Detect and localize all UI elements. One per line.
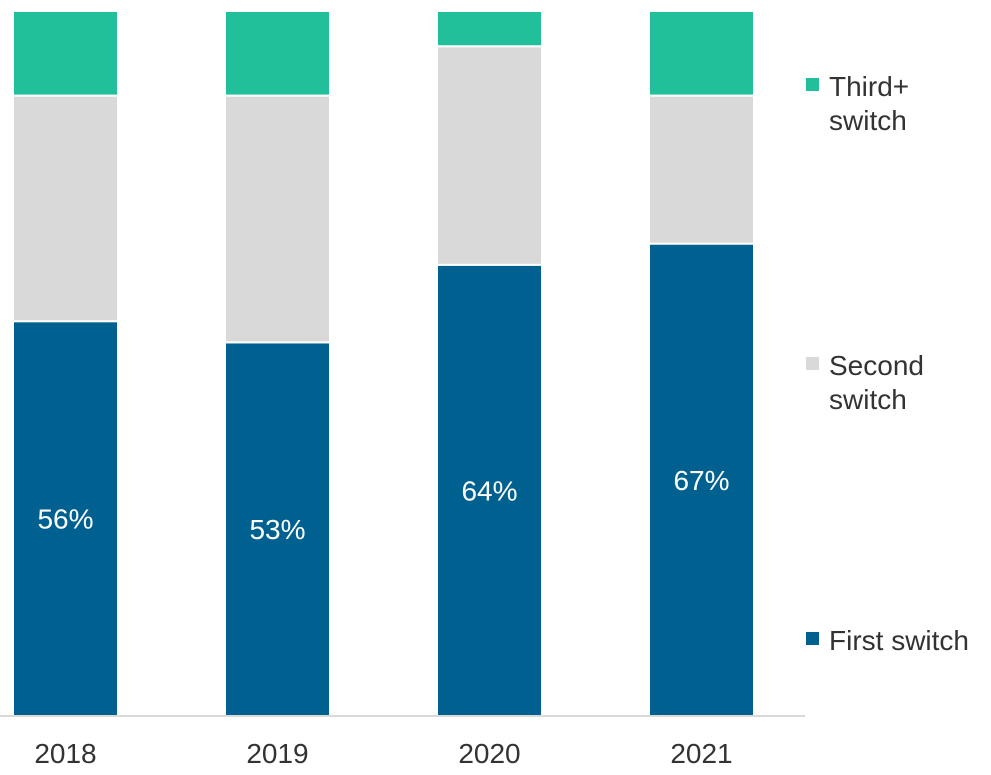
bar-first-switch-2019 xyxy=(224,341,331,717)
bar-third-switch-2018 xyxy=(12,10,119,97)
legend-label-third-switch: Third+ switch xyxy=(829,71,909,136)
x-tick-labels: 2018 2019 2020 2021 xyxy=(34,738,732,769)
x-tick-label-2021: 2021 xyxy=(670,738,732,769)
legend-swatch-first-switch xyxy=(806,632,819,645)
bar-third-switch-2021 xyxy=(648,10,755,97)
x-tick-label-2020: 2020 xyxy=(458,738,520,769)
bar-second-switch-2018 xyxy=(12,94,119,323)
bar-second-switch-2019 xyxy=(224,94,331,344)
bar-third-switch-2019 xyxy=(224,10,331,97)
bar-first-switch-2018 xyxy=(12,320,119,717)
legend-label-second-switch: Second switch xyxy=(829,350,924,415)
legend-swatch-third-switch xyxy=(806,78,819,91)
x-tick-label-2018: 2018 xyxy=(34,738,96,769)
bar-first-switch-2021 xyxy=(648,242,755,717)
x-tick-label-2019: 2019 xyxy=(246,738,308,769)
legend-label-first-switch: First switch xyxy=(829,625,969,656)
bars-layer xyxy=(12,10,755,717)
legend-swatch-second-switch xyxy=(806,357,819,370)
data-label-first-switch-2019: 53% xyxy=(249,514,305,545)
bar-second-switch-2021 xyxy=(648,94,755,245)
data-label-first-switch-2021: 67% xyxy=(673,465,729,496)
data-label-first-switch-2018: 56% xyxy=(37,504,93,535)
legend-item-second-switch: Second switch xyxy=(806,350,924,415)
data-labels-layer: 56% 53% 64% 67% xyxy=(37,465,729,545)
bar-second-switch-2020 xyxy=(436,45,543,266)
legend: Third+ switch Second switch First switch xyxy=(806,71,969,656)
legend-item-first-switch: First switch xyxy=(806,625,969,656)
legend-item-third-switch: Third+ switch xyxy=(806,71,909,136)
bar-third-switch-2020 xyxy=(436,10,543,48)
data-label-first-switch-2020: 64% xyxy=(461,475,517,506)
